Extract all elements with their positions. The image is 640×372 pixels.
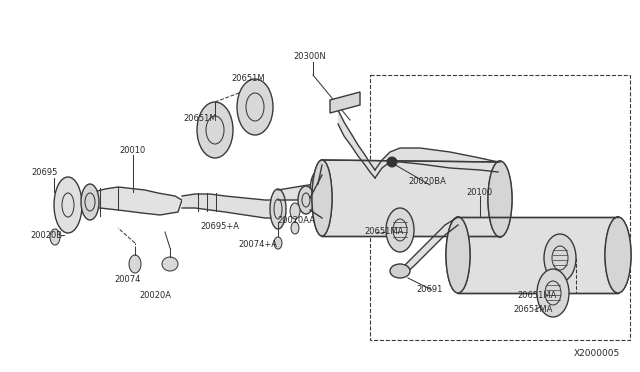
- Ellipse shape: [488, 161, 512, 237]
- Text: 20100: 20100: [467, 187, 493, 196]
- Text: 20651MA: 20651MA: [364, 227, 404, 235]
- Ellipse shape: [237, 79, 273, 135]
- Polygon shape: [82, 187, 182, 215]
- Text: 20651M: 20651M: [231, 74, 265, 83]
- Ellipse shape: [488, 161, 512, 237]
- Ellipse shape: [290, 203, 300, 219]
- Ellipse shape: [274, 237, 282, 249]
- Text: 20691: 20691: [417, 285, 443, 295]
- Text: 20651MA: 20651MA: [513, 305, 553, 314]
- Text: 20651MA: 20651MA: [517, 291, 557, 299]
- Ellipse shape: [312, 160, 332, 236]
- Polygon shape: [375, 148, 498, 178]
- Ellipse shape: [605, 217, 631, 293]
- Text: 20074: 20074: [115, 276, 141, 285]
- Ellipse shape: [162, 257, 178, 271]
- Ellipse shape: [537, 269, 569, 317]
- Ellipse shape: [298, 186, 314, 214]
- Ellipse shape: [50, 229, 60, 245]
- Polygon shape: [338, 110, 375, 178]
- Polygon shape: [182, 194, 278, 218]
- Polygon shape: [330, 92, 360, 113]
- Ellipse shape: [310, 171, 326, 211]
- Text: 20300N: 20300N: [294, 51, 326, 61]
- Text: 20651M: 20651M: [183, 113, 217, 122]
- Text: 20020BA: 20020BA: [408, 176, 446, 186]
- Text: 20020B: 20020B: [30, 231, 62, 240]
- Ellipse shape: [605, 217, 631, 293]
- Text: 20010: 20010: [120, 145, 146, 154]
- Ellipse shape: [270, 189, 286, 229]
- Ellipse shape: [312, 160, 332, 236]
- Polygon shape: [458, 217, 618, 293]
- Text: 20695: 20695: [32, 167, 58, 176]
- Ellipse shape: [386, 208, 414, 252]
- Ellipse shape: [446, 217, 470, 293]
- Text: 20020A: 20020A: [139, 292, 171, 301]
- Polygon shape: [278, 184, 315, 200]
- Ellipse shape: [544, 234, 576, 282]
- Bar: [370, 75, 630, 340]
- Text: 20074+A: 20074+A: [239, 240, 278, 248]
- Ellipse shape: [291, 222, 299, 234]
- Ellipse shape: [54, 177, 82, 233]
- Ellipse shape: [390, 264, 410, 278]
- Polygon shape: [322, 160, 500, 236]
- Text: X2000005: X2000005: [573, 349, 620, 358]
- Text: 20695+A: 20695+A: [200, 221, 239, 231]
- Text: 20020AA: 20020AA: [277, 215, 315, 224]
- Ellipse shape: [81, 184, 99, 220]
- Ellipse shape: [197, 102, 233, 158]
- Ellipse shape: [446, 217, 470, 293]
- Ellipse shape: [387, 157, 397, 167]
- Polygon shape: [405, 217, 458, 274]
- Ellipse shape: [129, 255, 141, 273]
